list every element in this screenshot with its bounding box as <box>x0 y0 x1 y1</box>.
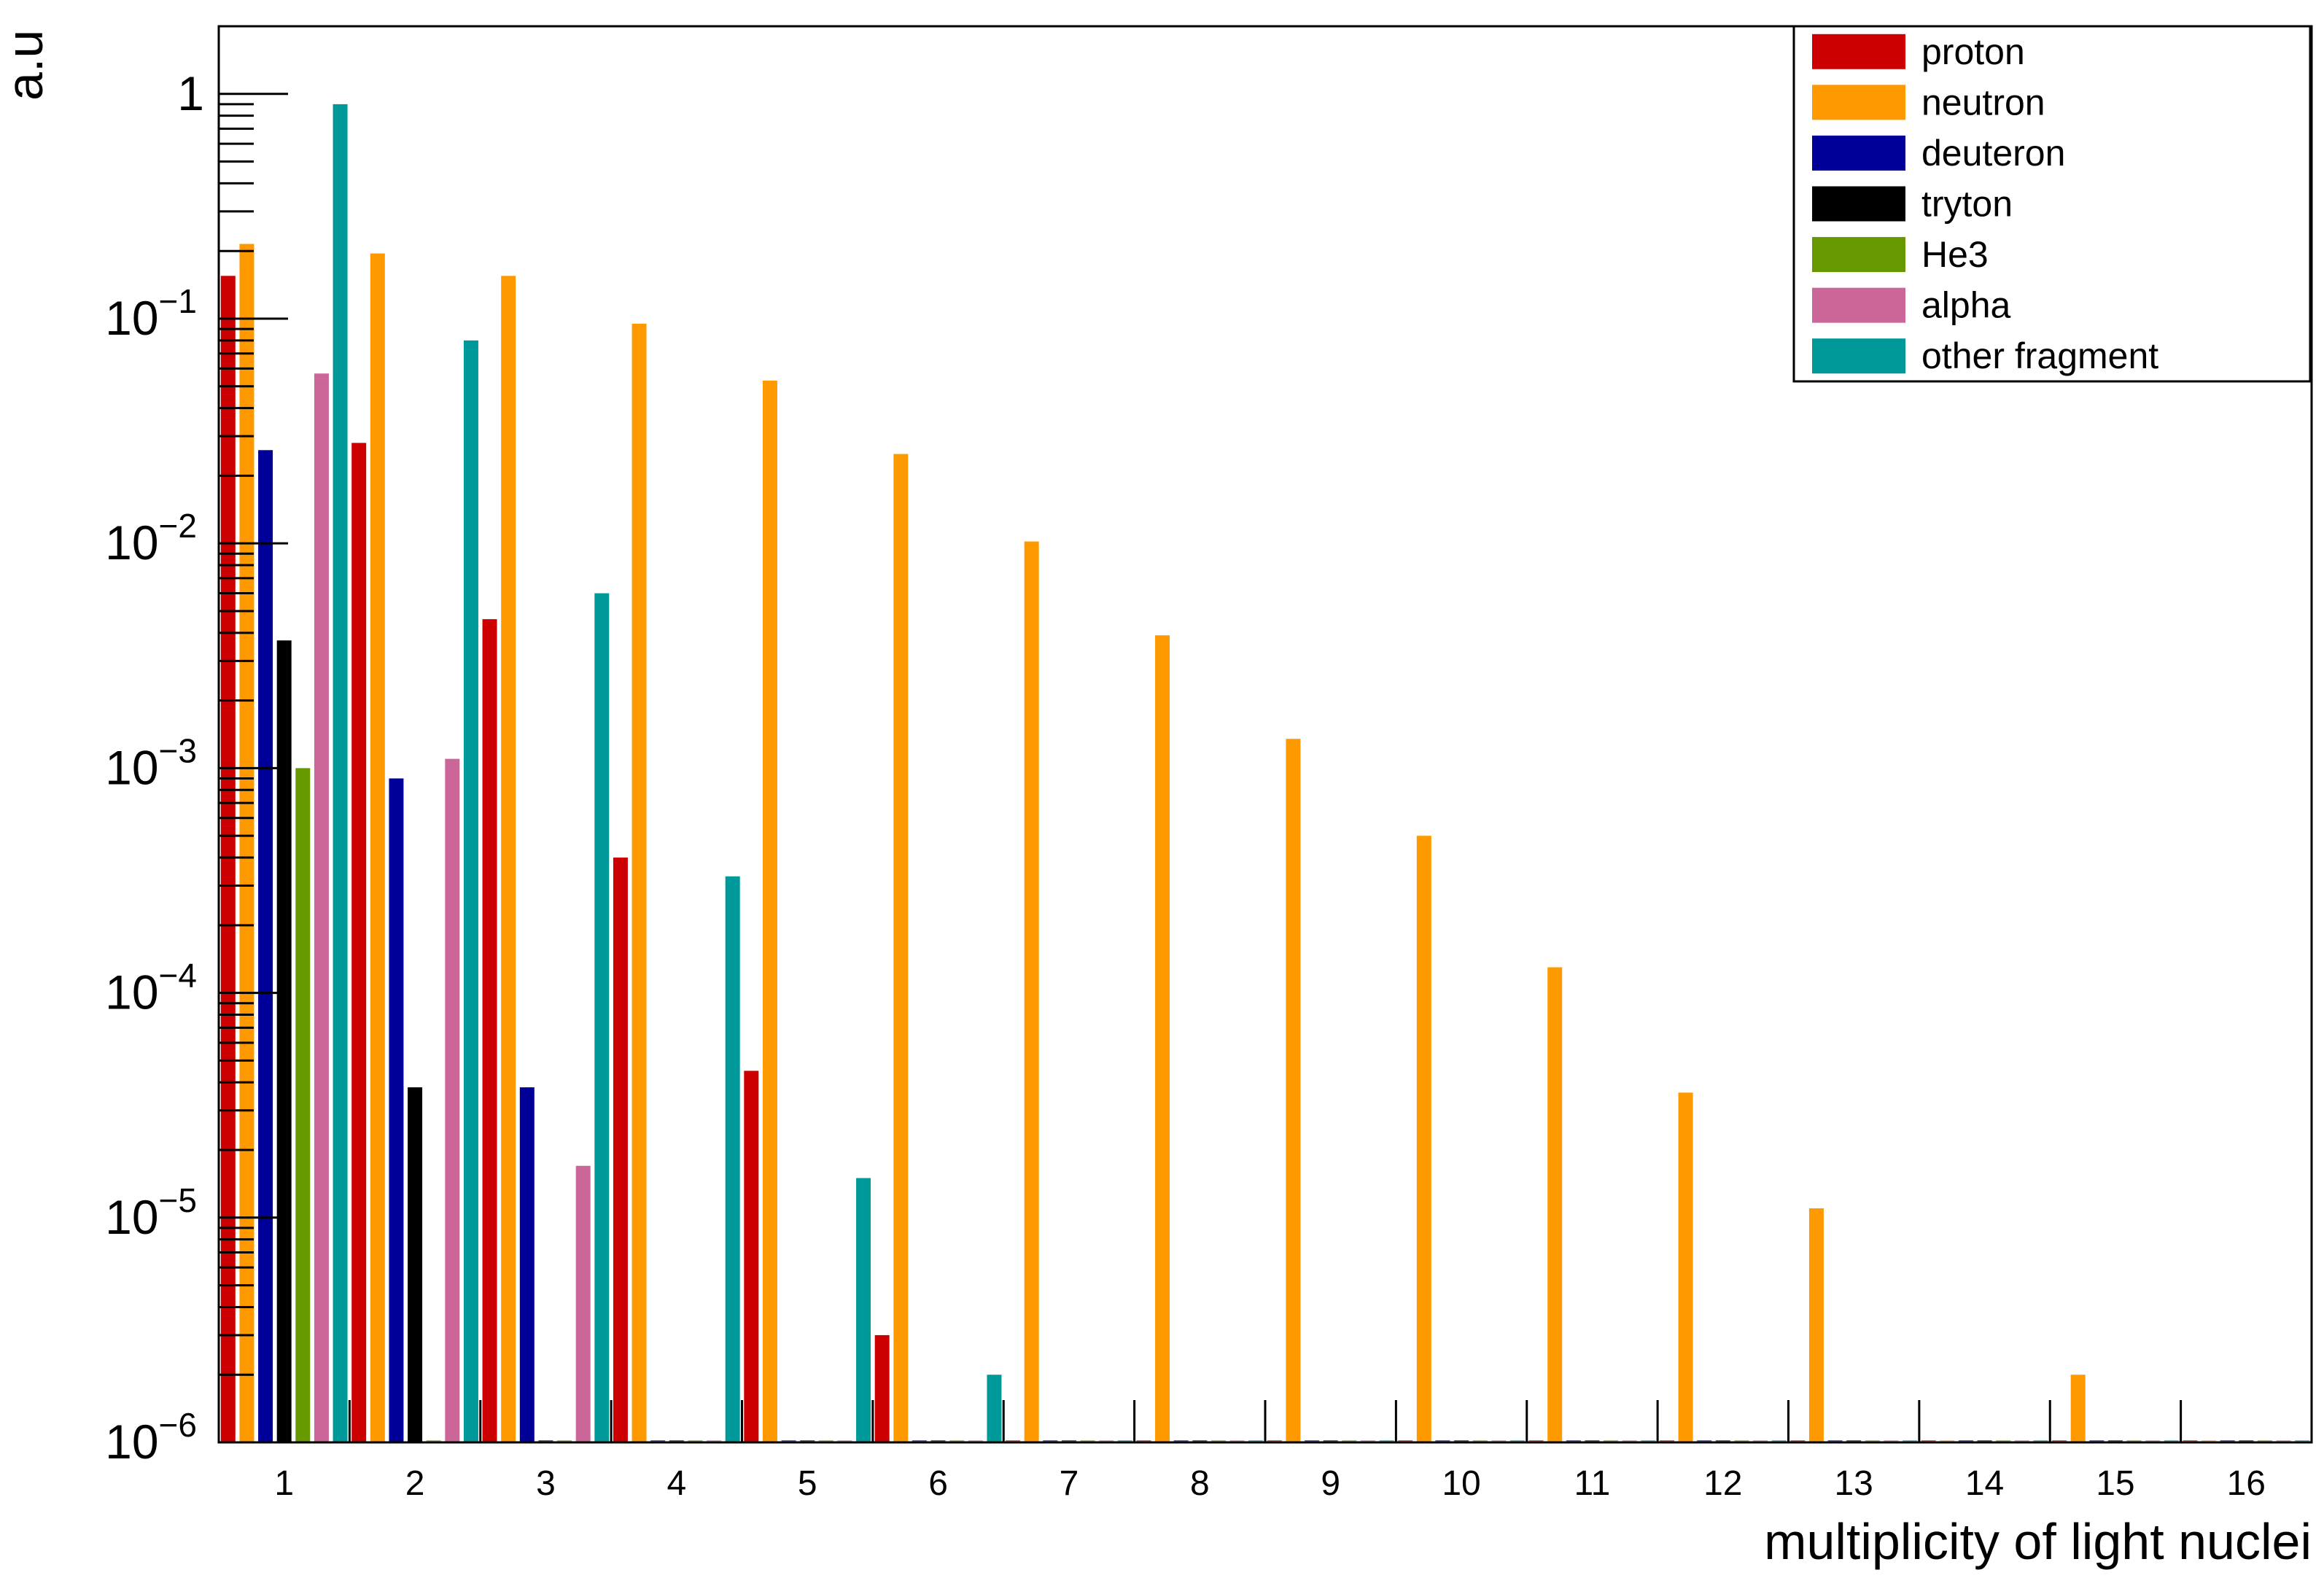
bar-alpha-1 <box>314 373 329 1442</box>
bar-other-fragment-2 <box>463 340 478 1443</box>
legend-swatch <box>1812 135 1905 171</box>
x-tick-label: 14 <box>1965 1464 2004 1503</box>
y-tick-exponent: −3 <box>159 731 197 769</box>
bars-group <box>220 104 2310 1443</box>
legend-label: alpha <box>1921 285 2011 326</box>
y-axis: 110−110−210−310−410−510−6 <box>105 25 288 1469</box>
bar-other-fragment-1 <box>333 104 348 1443</box>
legend-swatch <box>1812 338 1905 374</box>
legend-label: neutron <box>1921 82 2045 123</box>
bar-neutron-11 <box>1547 967 1563 1442</box>
bar-neutron-4 <box>631 323 647 1442</box>
bar-deuteron-2 <box>389 778 404 1442</box>
y-tick-base: 10 <box>105 1190 158 1244</box>
bar-proton-4 <box>613 858 628 1442</box>
y-tick-exponent: −6 <box>159 1406 197 1444</box>
bar-tryton-2 <box>408 1087 423 1442</box>
bar-neutron-10 <box>1416 836 1431 1442</box>
bar-other-fragment-5 <box>856 1178 871 1442</box>
bar-neutron-3 <box>501 276 516 1443</box>
y-tick-base: 10 <box>105 740 158 794</box>
bar-proton-5 <box>744 1070 759 1442</box>
y-tick-label: 10−6 <box>105 1406 197 1469</box>
legend-swatch <box>1812 237 1905 273</box>
plot-frame <box>217 25 2313 1444</box>
x-tick-label: 11 <box>1574 1464 1611 1503</box>
bar-He3-1 <box>295 768 311 1442</box>
x-tick-label: 1 <box>274 1464 294 1503</box>
y-tick-label: 10−4 <box>105 957 197 1019</box>
y-tick-label: 1 <box>177 66 204 120</box>
legend-swatch <box>1812 186 1905 222</box>
x-tick-label: 10 <box>1442 1464 1480 1503</box>
y-tick-base: 10 <box>105 291 158 345</box>
y-tick-label: 10−1 <box>105 282 197 345</box>
bar-deuteron-1 <box>258 450 273 1442</box>
bar-proton-3 <box>482 619 497 1442</box>
y-tick-label: 10−5 <box>105 1181 197 1244</box>
legend-swatch <box>1812 34 1905 69</box>
bar-neutron-15 <box>2070 1375 2086 1442</box>
legend-label: deuteron <box>1921 133 2065 174</box>
legend-swatch <box>1812 287 1905 323</box>
x-tick-label: 15 <box>2096 1464 2134 1503</box>
bar-neutron-13 <box>1808 1208 1824 1442</box>
x-tick-label: 16 <box>2227 1464 2266 1503</box>
y-tick-exponent: −5 <box>159 1181 197 1219</box>
x-tick-label: 12 <box>1703 1464 1742 1503</box>
bar-neutron-2 <box>370 253 385 1442</box>
y-tick-base: 10 <box>105 965 158 1019</box>
bar-proton-6 <box>874 1334 890 1442</box>
bar-neutron-12 <box>1678 1092 1693 1442</box>
y-tick-label: 10−3 <box>105 731 197 794</box>
legend: proton neutron deuteron tryton He3 alpha other… <box>1792 25 2312 383</box>
x-tick-label: 6 <box>928 1464 948 1503</box>
bar-neutron-9 <box>1286 739 1301 1442</box>
x-tick-label: 5 <box>798 1464 817 1503</box>
y-tick-exponent: −2 <box>159 507 197 545</box>
bar-other-fragment-6 <box>987 1375 1002 1442</box>
x-axis: 1 2 3 4 5 6 7 8 9 10 11 12 13 14 15 16 <box>217 1400 2313 1503</box>
bar-neutron-8 <box>1155 635 1170 1443</box>
y-tick-exponent: −4 <box>159 957 197 995</box>
bar-alpha-2 <box>445 758 460 1442</box>
legend-label: He3 <box>1921 234 1989 275</box>
x-tick-label: 8 <box>1190 1464 1210 1503</box>
x-axis-title: multiplicity of light nuclei <box>1764 1513 2312 1570</box>
x-tick-label: 3 <box>536 1464 556 1503</box>
bar-tryton-1 <box>276 640 292 1442</box>
legend-swatch <box>1812 85 1905 120</box>
y-axis-title: a.u <box>0 30 53 101</box>
bar-neutron-5 <box>762 380 777 1443</box>
y-tick-base: 10 <box>105 1415 158 1469</box>
x-tick-label: 7 <box>1060 1464 1079 1503</box>
legend-label: proton <box>1921 31 2025 72</box>
y-tick-exponent: −1 <box>159 282 197 320</box>
bar-alpha-3 <box>575 1165 591 1442</box>
x-tick-label: 13 <box>1834 1464 1873 1503</box>
bar-other-fragment-4 <box>725 876 740 1442</box>
bar-neutron-1 <box>239 244 254 1442</box>
legend-label: tryton <box>1921 184 2013 225</box>
bar-neutron-6 <box>893 454 909 1443</box>
bar-other-fragment-3 <box>594 593 610 1442</box>
bar-neutron-7 <box>1024 541 1039 1442</box>
y-tick-label: 10−2 <box>105 507 197 570</box>
y-tick-base: 10 <box>105 516 158 570</box>
x-tick-label: 9 <box>1321 1464 1340 1503</box>
x-tick-label: 4 <box>667 1464 686 1503</box>
bar-deuteron-3 <box>519 1087 535 1442</box>
legend-label: other fragment <box>1921 335 2158 376</box>
bar-proton-2 <box>351 443 367 1442</box>
x-tick-label: 2 <box>405 1464 425 1503</box>
